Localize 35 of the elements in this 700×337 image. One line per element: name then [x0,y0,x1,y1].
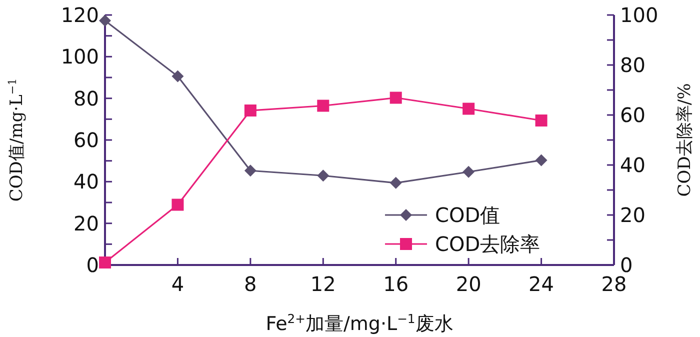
point [317,170,330,182]
y2-axis-title: COD去除率/% [675,83,695,197]
point [390,176,402,189]
x-tick-label: 24 [528,272,554,296]
x-axis-title: Fe$^{2+}$加量/mg·L$^{−1}$废水 [266,312,454,335]
y-tick-label: 0 [86,253,99,277]
point [172,198,184,211]
legend-label: COD值 [435,203,500,227]
point [462,166,475,178]
point [317,100,330,112]
point [390,92,402,104]
x-tick-label: 4 [171,272,184,296]
x-tick-label: 20 [456,272,482,296]
y-tick-label: 20 [74,211,99,236]
y-tick-label: 120 [60,3,99,27]
point [244,164,256,177]
y2-tick-label: 40 [620,153,646,177]
legend-label: COD去除率 [435,232,540,256]
y-tick-label: 80 [74,86,99,110]
x-tick-label: 8 [244,272,257,296]
y2-tick-label: 20 [620,203,646,227]
x-tick-label: 16 [383,272,409,296]
point [535,154,548,166]
point [99,256,111,268]
y-tick-label: 100 [60,44,99,69]
y2-tick-label: 100 [620,3,658,27]
point [535,114,548,126]
y-tick-label: 40 [74,170,99,194]
y2-tick-label: 80 [620,53,646,77]
point [462,102,475,115]
point [244,104,256,116]
y-tick-label: 60 [74,128,99,152]
x-tick-label: 12 [310,272,336,296]
y2-tick-label: 60 [620,103,646,127]
point [172,70,184,82]
